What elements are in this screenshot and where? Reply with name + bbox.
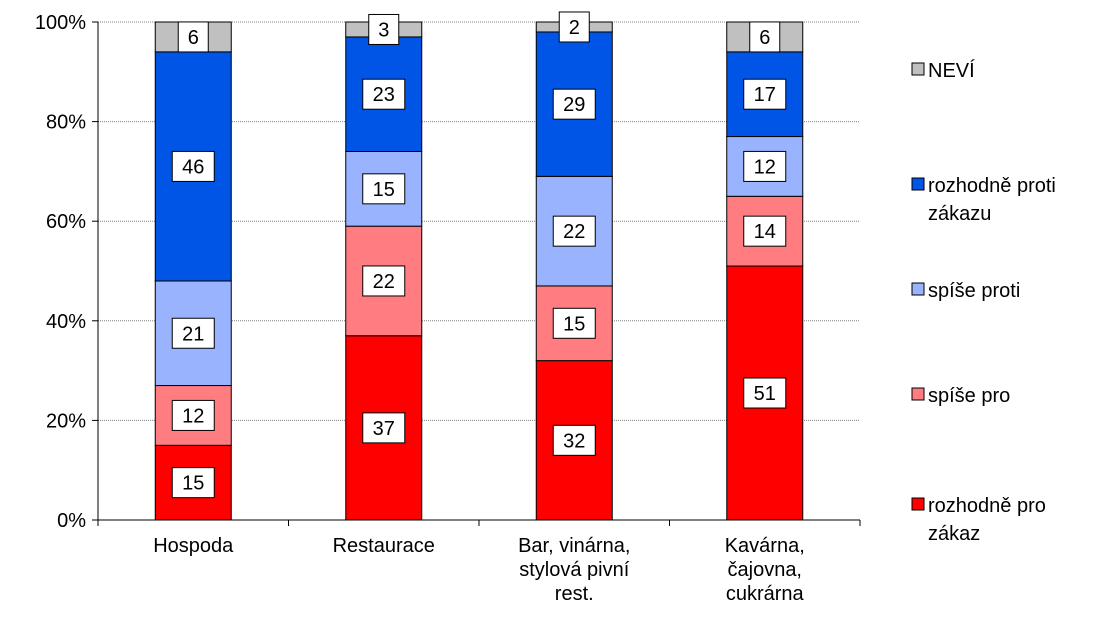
y-tick-label: 20%	[46, 410, 86, 432]
data-label-box	[171, 467, 215, 499]
category-label: Kavárna, čajovna, cukrárna	[725, 535, 805, 605]
data-label-box	[558, 11, 590, 43]
data-label: 15	[182, 473, 204, 495]
data-label: 14	[754, 221, 776, 243]
data-label: 17	[754, 84, 776, 106]
y-tick-label: 40%	[46, 311, 86, 333]
data-label-box	[743, 78, 787, 110]
data-labels: 15 12 21 46 6 37 22 15 23 3 32 15 22 29 2 51 14 12 17 6	[171, 11, 787, 499]
data-label: 23	[373, 84, 395, 106]
data-label: 46	[182, 156, 204, 178]
legend-label: spíše pro	[928, 385, 1010, 407]
category-label-line: Bar, vinárna,	[518, 535, 630, 557]
data-label-box	[368, 13, 400, 45]
bars	[154, 21, 804, 521]
legend-label: NEVÍ	[928, 59, 975, 82]
data-label: 37	[373, 418, 395, 440]
legend: NEVÍ rozhodně proti zákazu spíše proti spíše…	[911, 59, 1056, 545]
category-label-line: rest.	[555, 583, 594, 605]
category-label-line: Restaurace	[333, 535, 435, 557]
legend-swatch	[911, 282, 925, 296]
legend-label-line: spíše proti	[928, 280, 1020, 302]
data-label-box	[171, 150, 215, 182]
data-label: 12	[754, 156, 776, 178]
data-label-box	[552, 424, 596, 456]
legend-label: rozhodně proti zákazu	[928, 175, 1056, 225]
y-tick-label: 0%	[57, 510, 86, 532]
data-label-box	[743, 377, 787, 409]
legend-label-line: zákazu	[928, 203, 991, 225]
data-label-box	[552, 88, 596, 120]
data-label: 51	[754, 383, 776, 405]
data-label: 3	[378, 19, 389, 41]
category-label-line: čajovna,	[728, 559, 803, 581]
legend-label-line: rozhodně proti	[928, 175, 1056, 197]
legend-swatch	[911, 177, 925, 191]
data-label: 22	[563, 221, 585, 243]
legend-label: spíše proti	[928, 280, 1020, 302]
data-label-box	[362, 78, 406, 110]
category-label: Restaurace	[333, 535, 435, 557]
data-label: 29	[563, 94, 585, 116]
category-label: Bar, vinárna, stylová pivní rest.	[518, 535, 630, 605]
legend-swatch	[911, 497, 925, 511]
category-label: Hospoda	[153, 535, 234, 557]
category-label-line: stylová pivní	[519, 559, 629, 581]
legend-label-line: NEVÍ	[928, 59, 975, 82]
data-label-box	[362, 265, 406, 297]
data-label-box	[171, 399, 215, 431]
data-label-box	[552, 215, 596, 247]
legend-label-line: zákaz	[928, 523, 980, 545]
y-tick-label: 100%	[35, 12, 86, 34]
y-tick-label: 80%	[46, 112, 86, 134]
legend-label-line: rozhodně pro	[928, 495, 1046, 517]
data-label-box	[362, 412, 406, 444]
data-label-box	[171, 317, 215, 349]
data-label-box	[177, 21, 209, 53]
legend-swatch	[911, 387, 925, 401]
legend-swatch	[911, 62, 925, 76]
data-label: 6	[188, 27, 199, 49]
data-label: 21	[182, 323, 204, 345]
category-label-line: Kavárna,	[725, 535, 805, 557]
data-label-box	[552, 307, 596, 339]
data-label: 15	[373, 179, 395, 201]
data-label-box	[362, 173, 406, 205]
data-label-box	[743, 215, 787, 247]
data-label: 2	[569, 17, 580, 39]
category-label-line: Hospoda	[153, 535, 234, 557]
data-label: 22	[373, 271, 395, 293]
category-label-line: cukrárna	[726, 583, 805, 605]
axes: 0% 20% 40% 60% 80% 100% Hospoda Restaurace Bar, …	[35, 12, 861, 605]
data-label-box	[749, 21, 781, 53]
legend-label: rozhodně pro zákaz	[928, 495, 1046, 545]
legend-label-line: spíše pro	[928, 385, 1010, 407]
data-label-box	[743, 150, 787, 182]
data-label: 32	[563, 430, 585, 452]
data-label: 15	[563, 313, 585, 335]
y-tick-label: 60%	[46, 211, 86, 233]
data-label: 12	[182, 405, 204, 427]
data-label: 6	[759, 27, 770, 49]
